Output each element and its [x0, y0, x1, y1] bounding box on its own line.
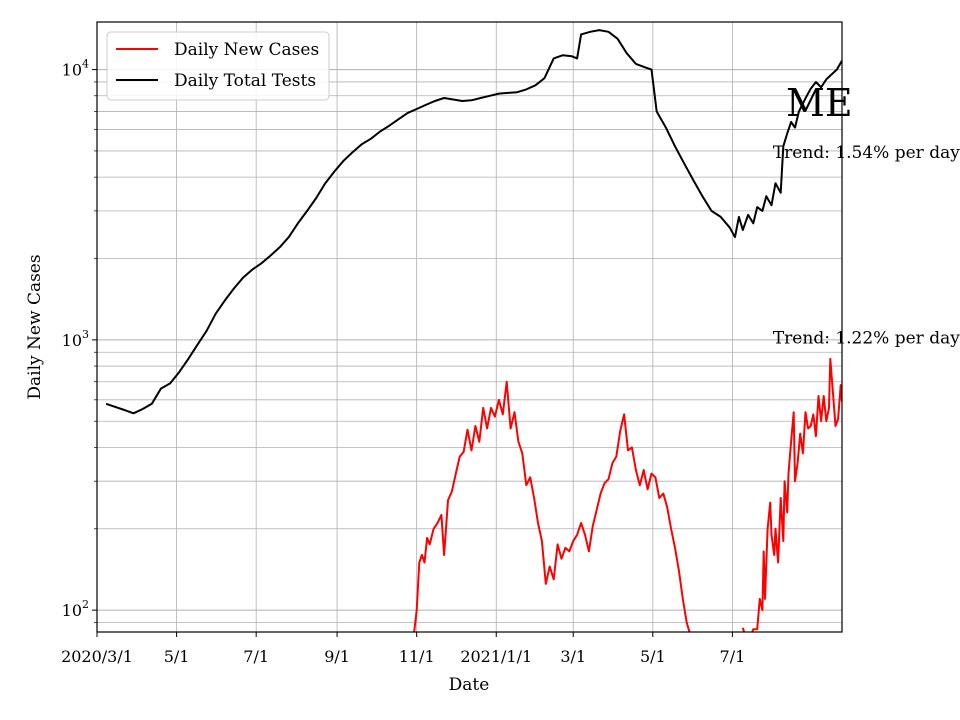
trend-annotation-0: Trend: 1.54% per day: [773, 143, 960, 163]
x-tick-label-8: 7/1: [720, 647, 746, 666]
x-tick-label-0: 2020/3/1: [61, 647, 133, 666]
y-axis: 102 103 104: [62, 58, 97, 623]
series-line-2: [105, 29, 842, 415]
x-axis: 2020/3/1 5/1 7/1 9/1 11/1 2021/1/1 3/1 5/1 7/1: [61, 632, 745, 666]
plot-area: [105, 29, 842, 632]
x-axis-title: Date: [449, 675, 490, 695]
series-line-1: [741, 357, 842, 632]
x-tick-label-4: 11/1: [399, 647, 435, 666]
x-tick-label-7: 5/1: [640, 647, 666, 666]
legend-label-daily-total-tests: Daily Total Tests: [174, 71, 316, 91]
state-label: ME: [786, 81, 853, 125]
grid: [96, 22, 842, 632]
y-tick-label-1: 103: [62, 328, 89, 350]
legend: Daily New Cases Daily Total Tests: [106, 31, 330, 101]
x-tick-label-5: 2021/1/1: [460, 647, 532, 666]
y-tick-label-2: 104: [62, 58, 89, 80]
x-tick-label-2: 7/1: [243, 647, 269, 666]
y-tick-label-0: 102: [62, 598, 89, 620]
legend-box: [106, 31, 330, 101]
trend-annotation-1: Trend: 1.22% per day: [773, 328, 960, 348]
annotations: Trend: 1.54% per day Trend: 1.22% per day: [773, 143, 960, 348]
y-axis-title: Daily New Cases: [25, 254, 45, 399]
x-tick-label-1: 5/1: [164, 647, 190, 666]
x-tick-label-3: 9/1: [324, 647, 350, 666]
series-layer: [105, 29, 842, 632]
legend-label-daily-new-cases: Daily New Cases: [174, 40, 319, 60]
plot-frame: [96, 21, 843, 633]
x-tick-label-6: 3/1: [560, 647, 586, 666]
series-line-0: [413, 380, 691, 632]
